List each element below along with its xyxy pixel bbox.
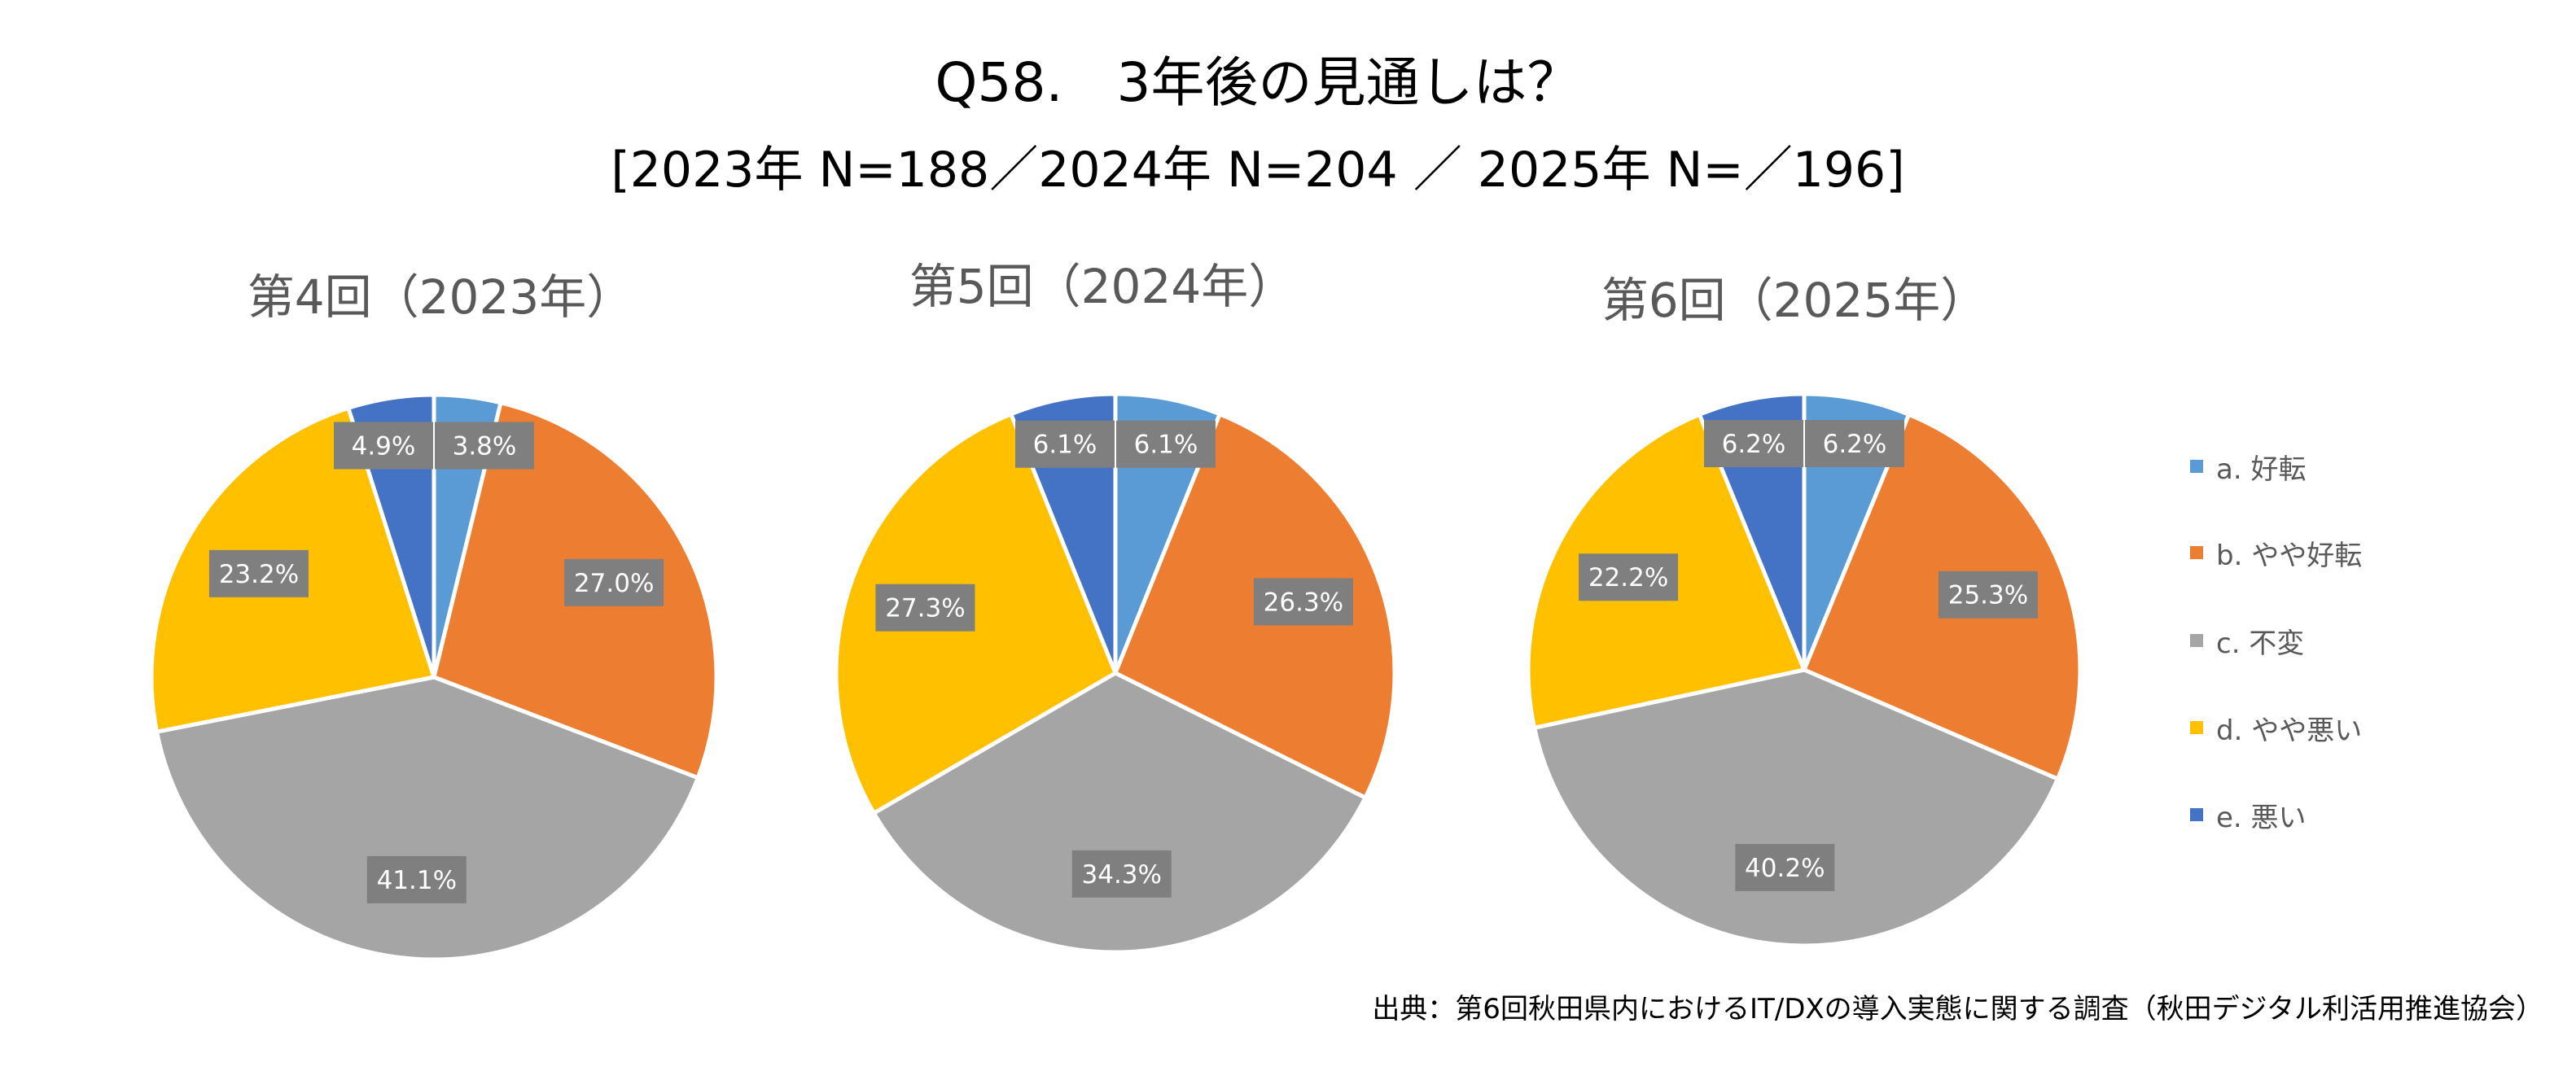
data-label-box xyxy=(1015,420,1115,468)
data-label: 6.1% xyxy=(1116,420,1216,468)
data-label-box xyxy=(564,558,664,606)
pie-2: 6.2% 25.3% 40.2% 22.2% 6.2% xyxy=(1526,391,2083,948)
data-label: 6.2% xyxy=(1805,420,1904,468)
data-label-text: 27.0% xyxy=(574,569,654,598)
source-note: 出典：第6回秋田県内におけるIT/DXの導入実態に関する調査（秋田デジタル利活用… xyxy=(1372,993,2543,1025)
legend-label: a. 好転 xyxy=(2216,453,2307,486)
data-label-text: 6.1% xyxy=(1033,431,1097,460)
legend-label: b. やや好転 xyxy=(2216,539,2363,572)
data-label-text: 26.3% xyxy=(1264,588,1343,617)
data-label: 27.3% xyxy=(875,584,975,632)
legend-label: e. 悪い xyxy=(2216,801,2307,834)
data-label: 6.2% xyxy=(1704,420,1803,468)
data-label-text: 22.2% xyxy=(1588,563,1668,592)
pie-slice-c xyxy=(1532,667,2060,948)
data-label: 22.2% xyxy=(1579,553,1679,601)
pie-title-2024: 第5回（2024年） xyxy=(909,259,1296,314)
pie-title-2023: 第4回（2023年） xyxy=(247,269,634,325)
data-label: 25.3% xyxy=(1938,571,2038,619)
data-label-text: 25.3% xyxy=(1948,581,2028,610)
data-label-box xyxy=(1704,420,1803,468)
data-label-box xyxy=(366,855,467,903)
data-label-box xyxy=(208,549,309,597)
pie-slice-d xyxy=(834,412,1118,815)
legend-swatch xyxy=(2190,634,2203,647)
data-label-box xyxy=(1938,571,2038,619)
data-label: 6.1% xyxy=(1015,420,1115,468)
chart-main-title: Q58. 3年後の見通しは？ xyxy=(935,51,1581,114)
legend-swatch xyxy=(2190,721,2203,734)
data-label: 34.3% xyxy=(1071,850,1172,898)
data-label: 40.2% xyxy=(1735,843,1835,891)
legend-item-e: e. 悪い xyxy=(2190,794,2307,835)
data-label: 4.9% xyxy=(334,422,433,470)
data-label-box xyxy=(334,422,433,470)
pie-slice-c xyxy=(155,675,700,962)
data-label-text: 27.3% xyxy=(885,594,965,623)
data-label-text: 6.2% xyxy=(1722,430,1786,459)
data-label: 27.0% xyxy=(564,558,664,606)
data-label-text: 6.2% xyxy=(1823,430,1887,459)
data-label: 26.3% xyxy=(1253,578,1353,626)
legend-swatch xyxy=(2190,546,2203,559)
data-label-text: 23.2% xyxy=(219,560,299,589)
data-label-text: 4.9% xyxy=(352,431,416,461)
data-label: 23.2% xyxy=(208,549,309,597)
data-label-box xyxy=(875,584,975,632)
data-label-box xyxy=(435,422,534,470)
pie-title-2025: 第6回（2025年） xyxy=(1601,273,1988,328)
data-label-box xyxy=(1805,420,1904,468)
data-label-text: 34.3% xyxy=(1082,860,1162,890)
data-label-text: 6.1% xyxy=(1134,431,1198,460)
data-label-text: 40.2% xyxy=(1745,854,1825,883)
legend-label: c. 不変 xyxy=(2216,627,2305,660)
data-label: 3.8% xyxy=(435,422,534,470)
legend-item-b: b. やや好転 xyxy=(2190,532,2362,573)
pie-0: 3.8% 27.0% 41.1% 23.2% 4.9% xyxy=(149,392,719,962)
pie-1: 6.1% 26.3% 34.3% 27.3% 6.1% xyxy=(834,391,1397,955)
data-label-box xyxy=(1071,850,1172,898)
data-label-box xyxy=(1116,420,1216,468)
data-label-box xyxy=(1579,553,1679,601)
legend-item-a: a. 好転 xyxy=(2190,446,2306,487)
data-label-text: 3.8% xyxy=(453,431,517,461)
legend-swatch xyxy=(2190,808,2203,821)
data-label-box xyxy=(1253,578,1353,626)
legend-item-c: c. 不変 xyxy=(2190,620,2304,661)
legend-swatch xyxy=(2190,460,2203,473)
data-label-box xyxy=(1735,843,1835,891)
legend-item-d: d. やや悪い xyxy=(2190,707,2362,748)
legend-label: d. やや悪い xyxy=(2216,714,2363,747)
data-label-text: 41.1% xyxy=(377,866,457,895)
chart-subtitle: [2023年 N=188／2024年 N=204 ／ 2025年 N=／196] xyxy=(611,142,1905,199)
data-label: 41.1% xyxy=(366,855,467,903)
